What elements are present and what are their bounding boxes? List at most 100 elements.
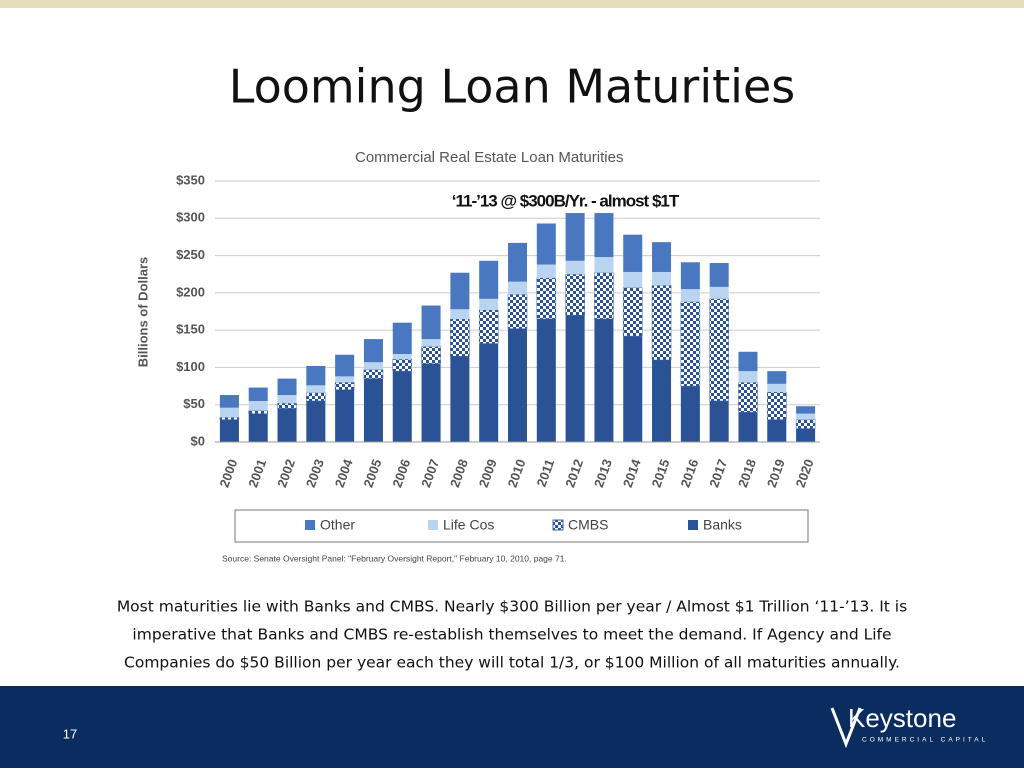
- bar-segment: [594, 213, 614, 258]
- x-tick-label: 2016: [677, 457, 701, 489]
- bar-segment: [565, 273, 585, 316]
- bar-segment: [392, 322, 412, 355]
- bar-segment: [478, 309, 499, 344]
- bar-segment: [767, 383, 787, 393]
- y-tick-label: $50: [183, 396, 205, 411]
- y-axis-label: Billions of Dollars: [135, 257, 150, 368]
- x-tick-label: 2004: [332, 456, 356, 489]
- bar-segment: [334, 382, 355, 391]
- bar-segment: [738, 412, 758, 442]
- x-tick-label: 2005: [361, 457, 385, 489]
- bar-segment: [680, 262, 700, 290]
- y-tick-label: $200: [176, 284, 205, 299]
- bar-segment: [450, 356, 470, 442]
- bar-segment: [536, 223, 556, 265]
- bar-segment: [421, 346, 441, 364]
- x-tick-label: 2014: [620, 456, 644, 489]
- bar-segment: [363, 369, 384, 379]
- bar-segment: [796, 413, 816, 420]
- bar-segment: [277, 402, 297, 409]
- bar-segment: [738, 371, 758, 383]
- bar-segment: [335, 389, 355, 442]
- bar-segment: [594, 272, 614, 320]
- x-tick-label: 2018: [735, 457, 759, 489]
- bar-segment: [363, 339, 383, 363]
- bar-segment: [450, 318, 470, 357]
- bar-segment: [623, 336, 643, 442]
- x-tick-label: 2001: [245, 457, 269, 489]
- bar-segment: [219, 407, 239, 418]
- bar-segment: [536, 277, 557, 320]
- bar-segment: [565, 213, 585, 261]
- bar-segment: [507, 281, 528, 295]
- logo-tagline: COMMERCIAL CAPITAL: [862, 737, 988, 744]
- bar-segment: [392, 371, 412, 442]
- bar-segment: [219, 419, 239, 442]
- bar-segment: [363, 362, 383, 370]
- legend-label: Banks: [703, 517, 742, 533]
- y-tick-label: $350: [176, 172, 205, 187]
- bar-segment: [709, 400, 729, 442]
- x-tick-label: 2011: [534, 457, 558, 489]
- x-tick-label: 2007: [418, 457, 442, 489]
- y-tick-label: $300: [176, 210, 205, 225]
- bar-segment: [219, 395, 239, 408]
- bar-segment: [767, 391, 787, 420]
- bar-segment: [277, 395, 297, 404]
- y-tick-label: $0: [191, 433, 205, 448]
- legend-swatch: [305, 520, 315, 530]
- bar-segment: [652, 271, 672, 286]
- x-tick-label: 2015: [649, 457, 673, 489]
- x-tick-label: 2002: [274, 457, 298, 489]
- bar-segment: [796, 428, 816, 442]
- caption-line: imperative that Banks and CMBS re-establ…: [132, 626, 891, 644]
- bar-segment: [594, 318, 614, 442]
- legend-label: Life Cos: [443, 517, 494, 533]
- legend-swatch: [552, 519, 564, 531]
- bar-segment: [709, 263, 729, 287]
- bar-segment: [450, 272, 470, 310]
- bar-segment: [479, 343, 499, 442]
- bar-segment: [479, 298, 499, 311]
- y-tick-label: $150: [176, 322, 205, 337]
- bar-segment: [507, 242, 528, 282]
- bar-segment: [796, 406, 816, 414]
- x-tick-label: 2003: [303, 457, 327, 489]
- x-tick-label: 2009: [476, 457, 500, 489]
- legend-label: CMBS: [568, 517, 608, 533]
- bar-segment: [738, 382, 758, 413]
- caption-line: Most maturities lie with Banks and CMBS.…: [117, 598, 907, 616]
- legend-swatch: [428, 520, 438, 530]
- legend-box: [234, 509, 809, 543]
- bar-segment: [652, 242, 672, 272]
- bar-segment: [421, 305, 441, 340]
- annotation: ‘11-’13 @ $300B/Yr. - almost $1T: [452, 191, 680, 210]
- bar-segment: [795, 419, 816, 429]
- bar-segment: [709, 298, 729, 402]
- bar-segment: [623, 271, 643, 288]
- bar-segment: [248, 400, 268, 411]
- source: Source: Senate Oversight Panel: "Februar…: [222, 553, 567, 563]
- bar-segment: [421, 339, 441, 347]
- page-number: 17: [63, 726, 77, 741]
- bar-segment: [277, 408, 297, 442]
- x-tick-label: 2000: [216, 457, 240, 489]
- legend-swatch: [688, 520, 698, 530]
- bar-segment: [565, 260, 585, 275]
- bar-segment: [652, 359, 672, 442]
- x-tick-label: 2019: [764, 457, 788, 489]
- bar-segment: [306, 365, 326, 386]
- bar-segment: [248, 387, 268, 401]
- bar-segment: [767, 419, 787, 442]
- bar-segment: [623, 234, 643, 272]
- x-tick-label: 2013: [591, 457, 615, 489]
- bar-segment: [680, 289, 700, 302]
- x-tick-label: 2010: [505, 457, 529, 489]
- caption-line: Companies do $50 Billion per year each t…: [124, 654, 900, 672]
- bar-segment: [565, 315, 585, 442]
- bar-segment: [248, 413, 268, 442]
- bar-segment: [248, 410, 268, 414]
- bar-segment: [680, 301, 701, 387]
